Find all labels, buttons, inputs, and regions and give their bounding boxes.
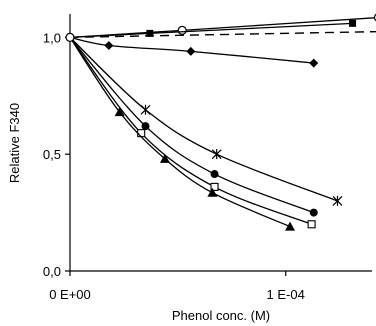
y-axis-label: Relative F340: [7, 103, 22, 183]
y-tick-label: 0,5: [43, 147, 61, 162]
x-tick-label: 1 E-04: [267, 287, 305, 302]
series-asterisk-solid: [69, 36, 343, 206]
series-line: [69, 36, 312, 225]
filled-diamond-marker: [104, 41, 114, 51]
filled-square-marker: [349, 19, 357, 27]
filled-triangle-marker: [285, 221, 296, 231]
y-tick-label: 1,0: [43, 30, 61, 45]
series-line: [69, 30, 376, 39]
filled-circle-marker: [309, 208, 318, 217]
asterisk-marker: [211, 149, 222, 160]
asterisk-marker: [140, 104, 151, 115]
open-square-marker: [210, 182, 219, 191]
series-layer: [65, 13, 376, 231]
x-axis-label: Phenol conc. (M): [172, 308, 270, 323]
origin-marker: [65, 32, 75, 42]
filled-triangle-marker: [159, 153, 170, 163]
series-filled-diamond-solid: [69, 36, 319, 68]
x-tick-label: 0 E+00: [49, 287, 91, 302]
filled-square-marker: [146, 29, 154, 37]
series-line: [69, 36, 338, 202]
series-open-circle-solid: [69, 13, 376, 39]
filled-circle-marker: [210, 170, 219, 179]
open-circle-marker: [177, 25, 187, 35]
series-line: [69, 37, 291, 228]
open-square-marker: [307, 220, 316, 229]
filled-triangle-marker: [207, 187, 218, 197]
series-line: [69, 36, 314, 64]
series-filled-triangle-solid: [69, 37, 296, 231]
series-none-dashed: [69, 30, 376, 39]
series-filled-circle-solid: [69, 36, 318, 217]
series-line: [69, 36, 314, 214]
filled-circle-marker: [141, 122, 150, 131]
y-tick-label: 0,0: [43, 264, 61, 279]
axes: [69, 14, 372, 272]
asterisk-marker: [332, 195, 343, 206]
filled-diamond-marker: [186, 46, 196, 56]
filled-diamond-marker: [309, 58, 319, 68]
filled-triangle-marker: [114, 107, 125, 117]
ticks: 0,0 0,5 1,0 0 E+00 1 E-04: [43, 30, 305, 302]
